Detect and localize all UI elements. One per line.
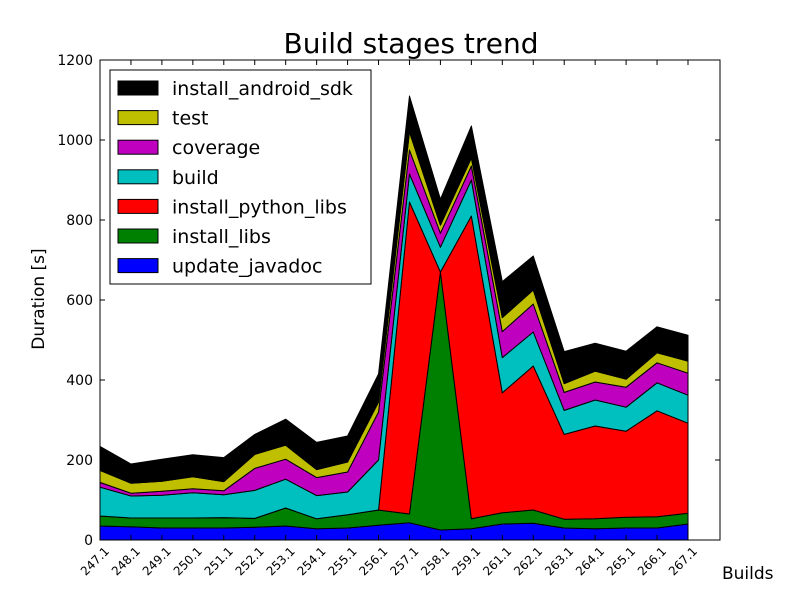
x-tick-label: 253.1	[264, 544, 298, 578]
x-tick-label: 261.1	[480, 544, 514, 578]
plot-frame	[99, 59, 721, 541]
x-tick-label: 263.1	[542, 544, 576, 578]
legend-swatch-install-android-sdk	[117, 80, 159, 96]
x-tick-label: 247.1	[78, 544, 112, 578]
legend-label-install-libs: install_libs	[172, 226, 271, 248]
legend-swatch-coverage	[117, 139, 159, 155]
x-tick-label: 258.1	[418, 544, 452, 578]
legend-label-coverage: coverage	[172, 137, 260, 159]
y-axis-label: Duration [s]	[29, 248, 49, 349]
x-tick-label: 254.1	[294, 544, 328, 578]
legend-label-install-android-sdk: install_android_sdk	[172, 78, 353, 100]
x-tick-label: 250.1	[171, 544, 205, 578]
legend-swatch-build	[117, 169, 159, 185]
x-tick-label: 249.1	[140, 544, 174, 578]
x-tick-label: 255.1	[325, 544, 359, 578]
y-tick-label: 0	[84, 533, 93, 549]
y-axis-ticks: 0 200 400 600 800 1000 1200	[57, 53, 720, 549]
x-tick-label: 264.1	[573, 544, 607, 578]
x-tick-label: 266.1	[635, 544, 669, 578]
x-tick-label: 267.1	[666, 544, 700, 578]
legend-swatch-test	[117, 110, 159, 126]
x-tick-label: 256.1	[356, 544, 390, 578]
legend-label-install-python-libs: install_python_libs	[172, 196, 347, 218]
legend-label-build: build	[172, 167, 219, 189]
legend-swatch-install-python-libs	[117, 198, 159, 214]
legend-swatch-update-javadoc	[117, 258, 159, 274]
legend-swatch-install-libs	[117, 228, 159, 244]
y-tick-label: 400	[66, 373, 93, 389]
area-install-android-sdk	[99, 95, 689, 484]
x-tick-label: 265.1	[604, 544, 638, 578]
chart-title: Build stages trend	[283, 27, 538, 60]
x-tick-label: 262.1	[511, 544, 545, 578]
x-tick-label: 252.1	[233, 544, 267, 578]
y-tick-label: 800	[66, 213, 93, 229]
y-tick-label: 1000	[57, 133, 93, 149]
y-tick-label: 1200	[57, 53, 93, 69]
legend-label-update-javadoc: update_javadoc	[172, 256, 322, 278]
y-tick-label: 200	[66, 453, 93, 469]
x-tick-label: 257.1	[387, 544, 421, 578]
legend-label-test: test	[172, 108, 209, 130]
x-tick-label: 259.1	[449, 544, 483, 578]
stacked-areas	[99, 95, 689, 541]
y-tick-label: 600	[66, 293, 93, 309]
x-axis-label: Builds	[722, 564, 774, 584]
x-tick-label: 248.1	[109, 544, 143, 578]
x-tick-label: 251.1	[202, 544, 236, 578]
